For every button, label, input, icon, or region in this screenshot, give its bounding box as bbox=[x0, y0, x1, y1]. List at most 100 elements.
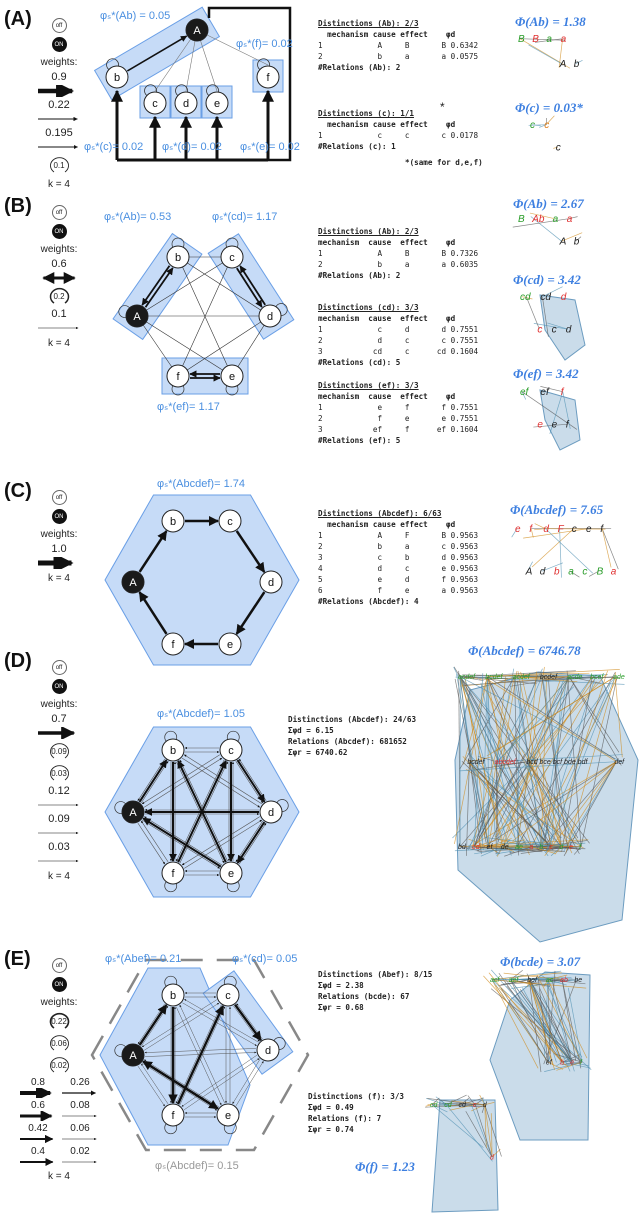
relation-edge bbox=[547, 1061, 564, 1070]
k-value-label: k = 4 bbox=[48, 338, 70, 349]
legend-weight-item: 1.0 bbox=[37, 543, 81, 569]
loop-path bbox=[49, 287, 70, 304]
relation-edge bbox=[530, 216, 562, 242]
relation-edge bbox=[510, 676, 570, 687]
purview-label: c bbox=[473, 1102, 477, 1109]
weights-label: weights: bbox=[40, 699, 78, 710]
relation-edge bbox=[561, 836, 576, 847]
table-cell: b bbox=[345, 52, 383, 61]
relation-edge bbox=[535, 38, 563, 43]
relation-edge bbox=[549, 391, 564, 434]
on-state-icon: ON bbox=[51, 509, 67, 524]
node-circle bbox=[220, 245, 244, 269]
relation-edge bbox=[459, 676, 484, 682]
table-cell: f bbox=[409, 575, 447, 584]
connection-arrow bbox=[141, 819, 220, 869]
legend-weight-item: 0.09 bbox=[37, 813, 81, 839]
loop-arrow-icon bbox=[50, 157, 69, 173]
relation-edge bbox=[527, 979, 530, 987]
purview-label: acf bbox=[490, 977, 500, 984]
node-label: c bbox=[227, 516, 233, 528]
node-circle bbox=[205, 91, 229, 115]
relation-edge bbox=[561, 979, 577, 1061]
table-cell: 2 bbox=[318, 52, 346, 61]
legend-weight-item: 0.8 0.26 bbox=[19, 1077, 99, 1098]
phi-value-title: Φ(Abcdef) = 6746.78 bbox=[468, 643, 581, 658]
dashed-system-hexagon bbox=[90, 958, 310, 1152]
node-circle bbox=[125, 304, 149, 328]
relation-edge bbox=[459, 676, 561, 839]
relation-edge bbox=[425, 1104, 433, 1107]
table-cell: 1 bbox=[318, 41, 346, 50]
connection-arrow bbox=[144, 1002, 220, 1051]
table-cell: B bbox=[409, 531, 447, 540]
table-row: 2 b a a 0.0575 bbox=[318, 51, 478, 62]
relation-edge bbox=[431, 1104, 484, 1148]
connection-arrow bbox=[183, 1058, 260, 1111]
table-cell: d bbox=[345, 336, 383, 345]
relation-edge bbox=[575, 236, 582, 242]
connection-arrow bbox=[141, 999, 217, 1048]
distinctions-table: Distinctions (Abcdef): 6/63 mechanism ca… bbox=[318, 508, 478, 607]
relation-edge bbox=[516, 682, 521, 847]
relation-edge bbox=[502, 846, 515, 853]
weights-label: weights: bbox=[40, 244, 78, 255]
connection-arrow bbox=[138, 1004, 168, 1046]
relation-edge bbox=[460, 678, 504, 847]
relation-edge bbox=[547, 322, 568, 330]
purview-label: d bbox=[559, 844, 564, 851]
relation-edge bbox=[482, 676, 488, 842]
relation-edge bbox=[560, 1055, 573, 1063]
relation-edge bbox=[561, 232, 583, 242]
relation-edge bbox=[487, 672, 590, 678]
relation-edge bbox=[511, 979, 577, 989]
relation-edge bbox=[463, 676, 488, 765]
table-cell: a bbox=[409, 260, 447, 269]
relation-edge bbox=[494, 676, 570, 766]
legend-weight-item: 0.195 bbox=[37, 127, 81, 153]
weight-value: 0.42 bbox=[28, 1123, 48, 1134]
table-cell: c bbox=[382, 336, 410, 345]
table-title: Distinctions (Ab): 2/3 bbox=[318, 227, 419, 236]
relation-edge bbox=[544, 676, 616, 681]
relation-edge bbox=[467, 1095, 476, 1105]
relation-edge bbox=[588, 570, 599, 577]
table-cell: F bbox=[382, 531, 410, 540]
purview-label: e bbox=[569, 844, 573, 851]
relation-edge bbox=[468, 845, 475, 848]
node-b: b bbox=[105, 65, 129, 89]
purview-label: e bbox=[515, 524, 521, 535]
table-cell: 1 bbox=[318, 249, 346, 258]
node-circle bbox=[219, 861, 243, 885]
arrow-icon bbox=[38, 145, 78, 149]
table-cell: 0.1604 bbox=[446, 425, 479, 434]
weight-value: 0.195 bbox=[45, 127, 73, 139]
relation-edge bbox=[490, 1113, 493, 1158]
node-label: d bbox=[265, 1045, 271, 1057]
relation-edge bbox=[528, 979, 572, 1054]
node-label: d bbox=[267, 311, 273, 323]
weight-value: 0.2 bbox=[53, 291, 65, 301]
relation-edge bbox=[496, 846, 504, 857]
purview-label: a bbox=[568, 567, 574, 578]
relation-edge bbox=[491, 979, 587, 989]
relations-count: #Relations (c): 1 bbox=[318, 142, 396, 151]
node-d: d bbox=[259, 800, 283, 824]
relation-edge bbox=[446, 1094, 467, 1105]
node-f: f bbox=[161, 1103, 185, 1127]
node-circle bbox=[220, 364, 244, 388]
relation-edge bbox=[474, 1100, 482, 1105]
distinctions-table: Distinctions (cd): 3/3 mechanism cause ef… bbox=[318, 302, 478, 368]
table-cell: 0.6342 bbox=[446, 41, 479, 50]
loop-path bbox=[50, 157, 69, 173]
relation-edge bbox=[487, 676, 489, 847]
legend: off ON weights: 0.7 0.09 0.03 0.12 0.09 0.03 k = … bbox=[24, 658, 94, 882]
arrow-icon bbox=[38, 727, 76, 739]
relation-edge bbox=[527, 679, 565, 762]
connection-arrow bbox=[235, 530, 266, 573]
summary-block: Distinctions (Abcdef): 24/63 Σφd = 6.15 Re… bbox=[288, 714, 416, 758]
table-cell: ef bbox=[409, 425, 447, 434]
arrow-icon bbox=[38, 859, 79, 863]
relation-edge bbox=[473, 761, 532, 847]
summary-block: Distinctions (Abef): 8/15 Σφd = 2.38 Relat… bbox=[318, 969, 432, 1013]
